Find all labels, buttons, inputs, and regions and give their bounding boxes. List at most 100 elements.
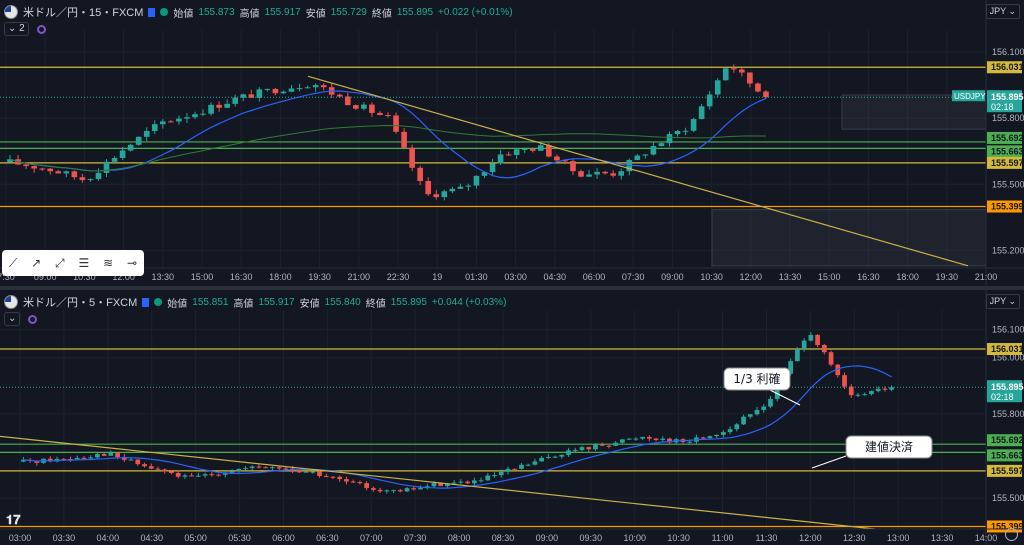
candle-body [142,464,147,467]
candle-body [492,475,497,477]
level-price-label: 155.663 [991,450,1024,460]
candle-body [111,157,118,162]
candle-body [151,124,158,132]
currency-selector[interactable]: JPY ⌄ [985,4,1020,19]
candle-body [734,424,740,430]
candle-body [121,456,127,460]
x-tick-label: 11:00 [712,533,734,543]
x-tick-label: 06:30 [316,533,339,543]
tradingview-logo[interactable]: 𝟏𝟕 [6,512,21,527]
candle-body [471,480,477,484]
currency-selector-bottom[interactable]: JPY ⌄ [985,294,1020,309]
countdown-value: 02:18 [991,392,1014,402]
candle-body [586,174,592,177]
trendline [0,435,876,530]
candle-body [256,466,262,468]
plot-background [0,0,1024,286]
indicator-row-bottom: ⌄ [4,312,38,326]
change-value: +0.044 (+0.03%) [431,296,507,308]
symbol-title-bottom[interactable]: 米ドル／円・5・FXCM [23,297,138,309]
candle-body [377,112,383,116]
ray-icon[interactable]: ↗ [31,256,42,270]
chart-pane-15m[interactable]: 156.100 155.800 155.500 155.200 156.031 155.6… [0,0,1024,286]
candle-body [21,459,26,462]
x-tick-label: 09:00 [661,272,684,282]
candle-body [579,447,585,451]
candle-body [79,177,86,181]
candle-body [81,457,87,459]
candle-body [330,476,336,478]
level-price-label: 155.399 [991,202,1024,212]
indicator-collapse-button[interactable]: ⌄ [4,312,21,326]
candle-body [613,442,619,446]
x-tick-label: 05:30 [228,533,251,543]
callout-text: 1/3 利確 [733,371,780,386]
trendline-icon[interactable]: ⟋ [8,255,18,270]
high-value: 155.917 [258,296,295,308]
candle-body [409,147,415,168]
extended-line-icon[interactable]: ⤢ [55,255,65,270]
candle-body [47,168,54,172]
candle-body [572,450,578,452]
candle-body [473,175,480,186]
flag-marker-icon[interactable] [148,7,156,17]
close-value: 155.895 [396,6,434,18]
level-price-tag [987,449,1022,462]
candle-body [862,394,868,396]
fib-icon[interactable]: ≋ [103,256,114,270]
candle-body [714,80,721,95]
chart-pane-5m[interactable]: 156.100 156.000 155.800 155.500 156.031 155.6… [0,290,1024,545]
indicator-ring-icon[interactable] [28,314,38,324]
symbol-title[interactable]: 米ドル／円・15・FXCM [23,7,144,19]
candle-body [101,454,107,456]
candle-body [646,436,652,439]
change-value: +0.022 (+0.01%) [438,6,513,18]
candle-body [296,470,302,473]
candle-body [478,480,484,482]
candle-body [889,387,894,390]
x-tick-label: 01:30 [465,272,488,282]
candle-body [532,461,538,465]
high-label: 高値 [233,298,254,310]
current-price-badge [987,90,1022,113]
candle-body [525,464,531,466]
x-tick-label: 06:00 [272,533,295,543]
y-tick-label: 155.800 [992,113,1024,123]
horizontal-ray-icon[interactable]: ⊸ [126,256,138,270]
close-label: 終値 [365,298,386,310]
candle-body [698,106,705,120]
candle-body [441,191,448,198]
x-tick-label: 12:00 [112,272,135,282]
candlestick-chart-5m[interactable]: 156.100 156.000 155.800 155.500 156.031 155.6… [0,290,1024,545]
candle-body [424,486,430,488]
candle-body [160,121,166,125]
candle-body [755,83,761,92]
candlestick-chart-15m[interactable]: 156.100 155.800 155.500 155.200 156.031 155.6… [0,0,1024,286]
level-price-label: 155.597 [991,158,1024,168]
x-tick-label: 09:00 [536,533,559,543]
level-price-tag [987,200,1022,213]
x-tick-label: 13:30 [152,272,175,282]
flag-marker-icon[interactable] [142,297,150,307]
candle-body [169,471,174,473]
level-price-label: 155.692 [991,133,1024,143]
y-tick-label: 156.100 [992,47,1024,57]
candle-body [835,364,841,376]
candle-body [682,130,689,132]
settings-gear-icon[interactable] [1005,528,1018,541]
indicator-collapse-button[interactable]: ⌄ 2 [4,22,29,36]
x-tick-label: 09:30 [580,533,603,543]
x-tick-label: 10:30 [73,272,96,282]
candle-body [357,482,363,484]
x-tick-label: 07:30 [404,533,427,543]
candle-body [552,456,558,458]
candle-body [369,104,375,113]
parallel-channel-icon[interactable]: ☰ [78,256,90,270]
candle-body [417,167,423,181]
y-tick-label: 155.800 [992,409,1024,419]
indicator-ring-icon[interactable] [36,24,46,34]
candle-body [162,469,168,472]
x-tick-label: 15:00 [191,272,214,282]
level-price-label: 155.399 [991,521,1024,531]
pane-divider[interactable] [0,286,1024,290]
